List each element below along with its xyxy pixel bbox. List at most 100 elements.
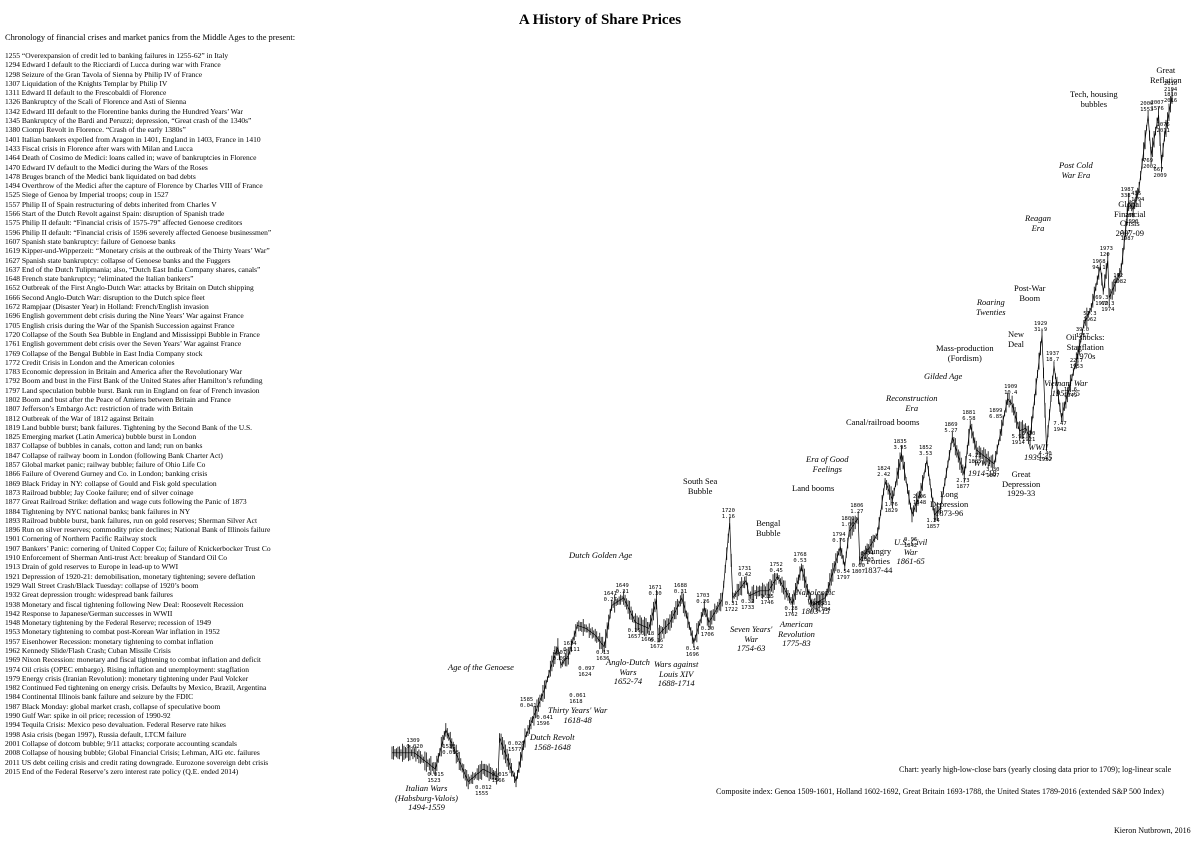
- chronology-item: 1380 Ciompi Revolt in Florence. “Crash o…: [5, 125, 186, 135]
- chronology-item: 1672 Rampjaar (Disaster Year) in Holland…: [5, 302, 209, 312]
- value-label: 1806 1.27: [850, 502, 864, 515]
- value-label: 2.73 1877: [956, 477, 970, 490]
- chronology-item: 1932 Great depression trough: widespread…: [5, 590, 173, 600]
- chronology-item: 1342 Edward III default to the Florentin…: [5, 106, 244, 116]
- period-annotation: Anglo-Dutch Wars 1652-74: [606, 657, 650, 686]
- chronology-item: 1596 Philip II default: “Financial crisi…: [5, 227, 272, 237]
- period-annotation: Post-War Boom: [1014, 283, 1046, 303]
- chronology-item: 1969 Nixon Recession: monetary and fisca…: [5, 655, 261, 665]
- value-label: 1937 18.7: [1045, 350, 1060, 363]
- chronology-item: 1948 Monetary tightening by the Federal …: [5, 618, 211, 628]
- value-label: 1731 0.42: [738, 565, 752, 578]
- period-annotation: Land booms: [792, 483, 835, 493]
- chronology-item: 1942 Response to Japanese/German success…: [5, 608, 173, 618]
- period-annotation: Canal/railroad booms: [846, 417, 920, 427]
- chronology-item: 1962 Kennedy Slide/Flash Crash; Cuban Mi…: [5, 646, 171, 655]
- chronology-item: 1652 Outbreak of the First Anglo-Dutch W…: [5, 283, 254, 293]
- chronology-item: 1807 Jefferson’s Embargo Act: restrictio…: [5, 404, 194, 414]
- value-label: 0.32 1733: [741, 598, 755, 611]
- chronology-item: 1957 Eisenhower Recession: monetary tigh…: [5, 636, 214, 646]
- chronology-item: 1990 Gulf War: spike in oil price; reces…: [5, 711, 171, 721]
- value-label: 1607 0.094: [552, 650, 570, 663]
- period-annotation: Seven Years' War 1754-63: [730, 624, 773, 653]
- value-label: 0.74 1813: [860, 551, 874, 564]
- chronology-item: 1619 Kipper-und-Wipperzeit: “Monetary cr…: [5, 246, 270, 256]
- chronology-item: 1637 End of the Dutch Tulipmania; also, …: [5, 264, 261, 274]
- value-label: 0.16 1672: [649, 638, 664, 651]
- value-label: 1649 0.31: [615, 582, 629, 595]
- chronology-item: 1873 Railroad bubble; Jay Cooke failure;…: [5, 487, 194, 497]
- chronology-item: 1884 Tightening by NYC national banks; b…: [5, 506, 191, 516]
- value-label: 1973 120: [1099, 245, 1113, 258]
- value-label: 0.012 1555: [475, 784, 492, 797]
- value-label: 1909 10.4: [1004, 383, 1018, 396]
- chronology-item: 2008 Collapse of housing bubble; Global …: [5, 748, 260, 758]
- value-label: 2.06 1848: [912, 493, 927, 506]
- chronology-item: 1433 Fiscal crisis in Florence after war…: [5, 143, 193, 153]
- period-annotation: South Sea Bubble: [683, 476, 718, 496]
- period-annotation: U.S. Civil War 1861-65: [894, 537, 928, 566]
- chronology-item: 1797 Land speculation bubble burst. Bank…: [5, 385, 260, 395]
- value-label: 217 1987: [1120, 230, 1134, 243]
- chart-type-note: Chart: yearly high-low-close bars (yearl…: [899, 765, 1172, 774]
- value-label: 2007 1576: [1150, 99, 1164, 112]
- chronology-item: 1953 Monetary tightening to combat post-…: [5, 627, 220, 637]
- value-label: 2000 1553: [1140, 100, 1154, 113]
- chronology-item: 1913 Drain of gold reserves to Europe in…: [5, 562, 179, 572]
- value-label: 7.47 1942: [1053, 420, 1067, 433]
- value-label: 0.20 1706: [700, 625, 715, 638]
- chronology-item: 1837 Collapse of bubbles in canals, cott…: [5, 441, 203, 451]
- chronology-item: 1470 Edward IV default to the Medici dur…: [5, 162, 208, 172]
- chronology-item: 1994 Tequila Crisis: Mexico peso devalua…: [5, 720, 226, 730]
- value-label: 13.6 1949: [1063, 386, 1078, 399]
- chronology-item: 1575 Philip II default: “Financial crisi…: [5, 218, 243, 228]
- chronology-item: 1866 Failure of Overend Gurney and Co. i…: [5, 469, 208, 479]
- value-label: 0.14 1696: [685, 645, 700, 658]
- period-annotation: American Revolution 1775-83: [778, 619, 815, 648]
- chronology-item: 1877 Great Railroad Strike: deflation an…: [5, 497, 247, 507]
- chronology-item: 1696 English government debt crisis duri…: [5, 311, 244, 321]
- period-annotation: Hungry Forties 1837-44: [864, 546, 893, 575]
- chronology-item: 1557 Philip II of Spain restructuring of…: [5, 199, 217, 209]
- value-label: 0.18 1666: [641, 631, 655, 644]
- period-annotation: WWII 1939-45: [1024, 442, 1053, 462]
- chronology-item: 1294 Edward I default to the Ricciardi o…: [5, 60, 221, 70]
- value-label: 1852 3.53: [918, 445, 933, 458]
- chronology-item: 1311 Edward II default to the Frescobald…: [5, 88, 167, 98]
- value-label: 0.026 1577: [508, 740, 525, 753]
- value-label: 1.34 1857: [926, 517, 940, 530]
- close-line: [392, 96, 1173, 783]
- period-annotation: WWI 1914-18: [968, 458, 997, 478]
- chronology-item: 1525 Siege of Genoa by Imperial troops; …: [5, 190, 169, 200]
- value-label: 0.19 1657: [627, 628, 641, 641]
- period-annotation: Era of Good Feelings: [806, 454, 849, 474]
- chronology-item: 1307 Liquidation of the Knights Templar …: [5, 78, 168, 88]
- chronology-item: 1869 Black Friday in NY: collapse of Gou…: [5, 478, 217, 488]
- chronology-item: 1998 Asia crisis (began 1997), Russia de…: [5, 729, 187, 739]
- period-annotation: Wars against Louis XIV 1688-1714: [654, 659, 699, 688]
- value-label: 1614 0.111: [563, 640, 580, 653]
- chronology-item: 1938 Monetary and fiscal tightening foll…: [5, 599, 244, 609]
- value-label: 1533 0.018: [442, 743, 459, 756]
- period-annotation: Dutch Golden Age: [569, 550, 633, 560]
- period-annotation: Mass-production (Fordism): [936, 343, 994, 363]
- chronology-item: 1345 Bankruptcy of the Bardi and Peruzzi…: [5, 116, 252, 126]
- period-annotation: Tech, housing bubbles: [1070, 89, 1118, 109]
- value-label: 4.40 1932: [1038, 450, 1052, 463]
- value-label: 1987 338: [1120, 186, 1134, 199]
- value-label: 1881 6.58: [962, 409, 976, 422]
- period-annotation: Dutch Revolt 1568-1648: [530, 732, 575, 752]
- chronology-item: 1812 Outbreak of the War of 1812 against…: [5, 413, 154, 423]
- value-label: 0.35 1746: [760, 593, 774, 606]
- value-label: 62.3 1974: [1101, 300, 1115, 313]
- value-label: 1800 1.00: [841, 516, 855, 529]
- value-label: 5.91 1914: [1011, 433, 1025, 446]
- chronology-item: 1802 Boom and bust after the Peace of Am…: [5, 394, 231, 404]
- chronology-item: 2011 US debt ceiling crisis and credit r…: [5, 757, 269, 767]
- value-label: 1671 0.30: [648, 584, 662, 597]
- value-label: 1075 2011: [1156, 121, 1170, 134]
- period-annotation: Great Reflation: [1150, 65, 1182, 85]
- chronology-item: 1720 Collapse of the South Sea Bubble in…: [5, 329, 260, 339]
- value-label: 22.7 1953: [1069, 357, 1084, 370]
- value-label: 1794 0.76: [832, 531, 846, 544]
